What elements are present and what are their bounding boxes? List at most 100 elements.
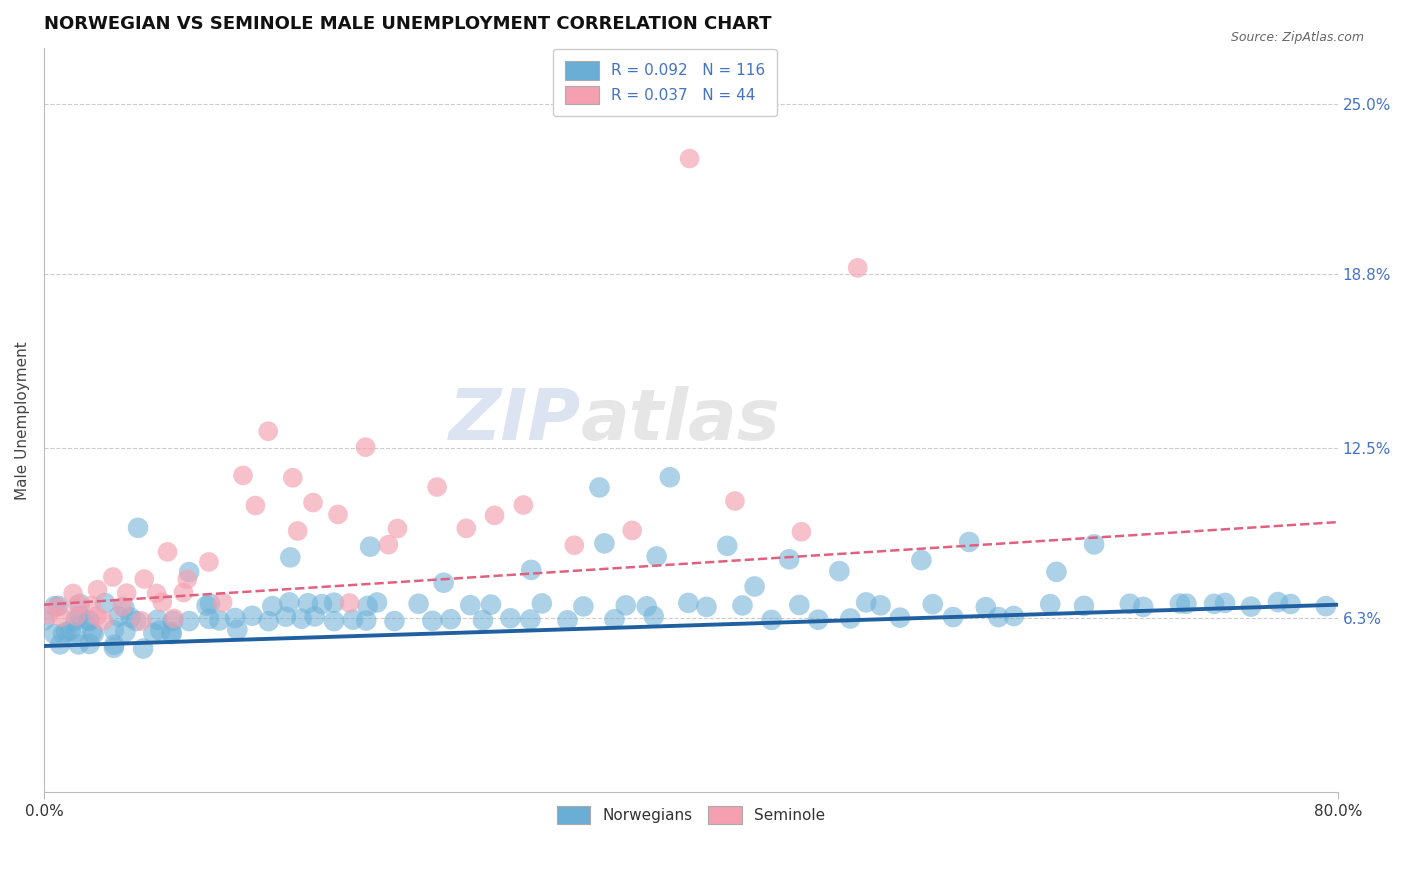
Point — [572, 599, 595, 614]
Point — [1119, 597, 1142, 611]
Point — [855, 595, 877, 609]
Point — [274, 609, 297, 624]
Point — [456, 521, 478, 535]
Point — [198, 612, 221, 626]
Point — [484, 508, 506, 523]
Point — [1045, 565, 1067, 579]
Point — [245, 499, 267, 513]
Point — [828, 564, 851, 578]
Point — [471, 613, 494, 627]
Point — [163, 611, 186, 625]
Point — [377, 538, 399, 552]
Point — [731, 599, 754, 613]
Point — [636, 599, 658, 614]
Point — [621, 524, 644, 538]
Point — [62, 586, 84, 600]
Point — [512, 498, 534, 512]
Point — [790, 524, 813, 539]
Point — [957, 535, 980, 549]
Point — [1213, 596, 1236, 610]
Point — [65, 609, 87, 624]
Point — [160, 627, 183, 641]
Point — [387, 522, 409, 536]
Point — [37, 607, 59, 622]
Point — [179, 565, 201, 579]
Point — [111, 599, 134, 614]
Point — [778, 552, 800, 566]
Point — [79, 614, 101, 628]
Point — [499, 611, 522, 625]
Point — [179, 614, 201, 628]
Point — [49, 610, 72, 624]
Point — [696, 599, 718, 614]
Point — [115, 586, 138, 600]
Point — [224, 611, 246, 625]
Point — [69, 608, 91, 623]
Point — [278, 595, 301, 609]
Point — [408, 597, 430, 611]
Point — [232, 468, 254, 483]
Point — [426, 480, 449, 494]
Point — [176, 572, 198, 586]
Point — [132, 641, 155, 656]
Point — [1175, 597, 1198, 611]
Point — [846, 260, 869, 275]
Point — [67, 637, 90, 651]
Point — [342, 613, 364, 627]
Point — [287, 524, 309, 538]
Point — [103, 623, 125, 637]
Point — [761, 613, 783, 627]
Point — [103, 640, 125, 655]
Point — [134, 572, 156, 586]
Point — [1202, 597, 1225, 611]
Point — [359, 540, 381, 554]
Point — [458, 598, 481, 612]
Point — [142, 626, 165, 640]
Point — [48, 599, 70, 613]
Point — [942, 610, 965, 624]
Point — [433, 575, 456, 590]
Y-axis label: Male Unemployment: Male Unemployment — [15, 341, 30, 500]
Point — [339, 596, 361, 610]
Point — [1240, 599, 1263, 614]
Point — [65, 625, 87, 640]
Point — [278, 550, 301, 565]
Point — [323, 614, 346, 628]
Point — [55, 624, 77, 639]
Point — [156, 545, 179, 559]
Point — [150, 595, 173, 609]
Point — [384, 614, 406, 628]
Point — [297, 596, 319, 610]
Point — [1279, 597, 1302, 611]
Point — [125, 614, 148, 628]
Point — [112, 600, 135, 615]
Point — [440, 612, 463, 626]
Point — [162, 614, 184, 628]
Point — [1132, 599, 1154, 614]
Point — [588, 480, 610, 494]
Point — [82, 625, 104, 640]
Legend: Norwegians, Seminole: Norwegians, Seminole — [544, 793, 837, 837]
Point — [149, 624, 172, 638]
Point — [789, 598, 811, 612]
Point — [921, 597, 943, 611]
Point — [724, 494, 747, 508]
Point — [839, 611, 862, 625]
Point — [889, 610, 911, 624]
Point — [146, 613, 169, 627]
Point — [1073, 599, 1095, 613]
Text: ZIP: ZIP — [449, 385, 581, 455]
Point — [195, 599, 218, 613]
Point — [262, 599, 284, 614]
Point — [77, 613, 100, 627]
Point — [744, 579, 766, 593]
Point — [257, 614, 280, 628]
Point — [987, 610, 1010, 624]
Point — [479, 598, 502, 612]
Point — [356, 599, 378, 613]
Point — [66, 598, 89, 612]
Text: NORWEGIAN VS SEMINOLE MALE UNEMPLOYMENT CORRELATION CHART: NORWEGIAN VS SEMINOLE MALE UNEMPLOYMENT … — [44, 15, 772, 33]
Point — [107, 609, 129, 624]
Point — [208, 614, 231, 628]
Point — [86, 582, 108, 597]
